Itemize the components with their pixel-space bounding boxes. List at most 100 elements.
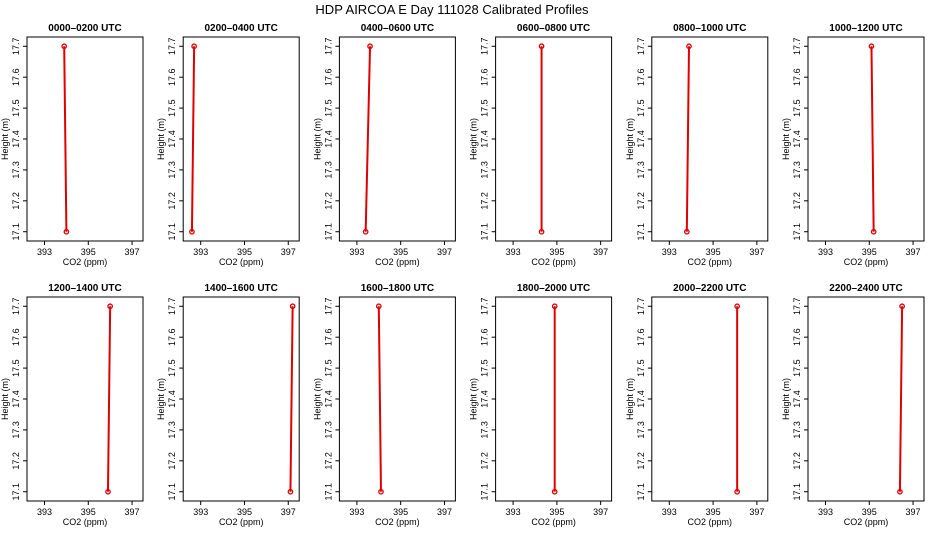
x-tick-label: 395 bbox=[393, 507, 408, 517]
x-axis-label: CO2 (ppm) bbox=[844, 257, 889, 267]
x-tick-label: 395 bbox=[706, 507, 721, 517]
y-tick-label: 17.6 bbox=[792, 328, 802, 346]
y-tick-label: 17.2 bbox=[167, 452, 177, 470]
y-tick-label: 17.5 bbox=[323, 359, 333, 377]
x-tick-label: 395 bbox=[237, 507, 252, 517]
plot-frame bbox=[338, 296, 456, 502]
y-axis-label: Height (m) bbox=[469, 378, 479, 420]
y-tick-label: 17.1 bbox=[792, 223, 802, 241]
y-tick-label: 17.7 bbox=[792, 298, 802, 316]
y-tick-label: 17.1 bbox=[323, 223, 333, 241]
profile-point bbox=[105, 488, 111, 495]
plot-frame bbox=[338, 36, 456, 242]
y-tick-label: 17.2 bbox=[636, 192, 646, 210]
plot-frame bbox=[807, 36, 925, 242]
x-tick-label: 397 bbox=[593, 507, 608, 517]
y-axis-label: Height (m) bbox=[156, 378, 166, 420]
x-tick-label: 393 bbox=[818, 507, 833, 517]
panel-title: 1600–1800 UTC bbox=[361, 283, 434, 294]
y-tick-label: 17.1 bbox=[636, 223, 646, 241]
profile-line bbox=[377, 306, 382, 492]
x-tick-label: 397 bbox=[906, 247, 921, 257]
profile-line bbox=[190, 46, 196, 232]
profile-point bbox=[61, 43, 68, 50]
y-tick-label: 17.7 bbox=[323, 38, 333, 56]
y-tick-label: 17.6 bbox=[167, 328, 177, 346]
x-tick-label: 393 bbox=[506, 247, 521, 257]
plot-frame bbox=[26, 36, 144, 242]
profile-point bbox=[686, 43, 692, 50]
panel-3: 0400–0600 UTC 393 395 397 CO2 (ppm) 17.1 17.2 1… bbox=[312, 23, 456, 267]
profile-point bbox=[734, 488, 741, 495]
y-tick-label: 17.5 bbox=[11, 99, 21, 117]
panel-12: 2200–2400 UTC 393 395 397 CO2 (ppm) 17.1 17.2 1… bbox=[781, 283, 925, 527]
panel-title: 0200–0400 UTC bbox=[205, 23, 278, 34]
x-tick-label: 393 bbox=[193, 247, 208, 257]
profile-point bbox=[538, 43, 545, 50]
y-tick-label: 17.4 bbox=[480, 390, 490, 408]
y-tick-label: 17.3 bbox=[323, 421, 333, 439]
y-tick-label: 17.7 bbox=[11, 38, 21, 56]
figure-title: HDP AIRCOA E Day 111028 Calibrated Profi… bbox=[315, 2, 589, 17]
y-tick-label: 17.5 bbox=[323, 99, 333, 117]
y-tick-label: 17.6 bbox=[323, 68, 333, 86]
y-tick-label: 17.1 bbox=[480, 223, 490, 241]
y-axis-label: Height (m) bbox=[156, 118, 166, 160]
y-tick-label: 17.3 bbox=[480, 161, 490, 179]
y-tick-label: 17.2 bbox=[11, 452, 21, 470]
y-tick-label: 17.2 bbox=[636, 452, 646, 470]
panel-8: 1400–1600 UTC 393 395 397 CO2 (ppm) 17.1 17.2 1… bbox=[156, 283, 300, 527]
y-tick-label: 17.3 bbox=[167, 421, 177, 439]
profile-point bbox=[683, 228, 690, 235]
profile-point bbox=[899, 303, 905, 310]
x-tick-label: 395 bbox=[706, 247, 721, 257]
y-tick-label: 17.6 bbox=[323, 328, 333, 346]
profile-point bbox=[287, 488, 294, 495]
y-tick-label: 17.1 bbox=[167, 223, 177, 241]
panel-6: 1000–1200 UTC 393 395 397 CO2 (ppm) 17.1 17.2 1… bbox=[781, 23, 925, 267]
y-tick-label: 17.6 bbox=[11, 328, 21, 346]
panel-9: 1600–1800 UTC 393 395 397 CO2 (ppm) 17.1 17.2 1… bbox=[312, 283, 456, 527]
y-tick-label: 17.1 bbox=[792, 483, 802, 501]
x-tick-label: 393 bbox=[662, 247, 677, 257]
profile-point bbox=[191, 43, 197, 50]
y-axis-label: Height (m) bbox=[312, 378, 322, 420]
y-tick-label: 17.4 bbox=[636, 130, 646, 148]
profile-line bbox=[685, 46, 691, 232]
x-tick-label: 395 bbox=[862, 247, 877, 257]
y-tick-label: 17.7 bbox=[323, 298, 333, 316]
y-tick-label: 17.1 bbox=[480, 483, 490, 501]
x-tick-label: 397 bbox=[281, 507, 296, 517]
y-tick-label: 17.1 bbox=[167, 483, 177, 501]
profile-line bbox=[289, 306, 294, 492]
y-tick-label: 17.7 bbox=[11, 298, 21, 316]
panel-11: 2000–2200 UTC 393 395 397 CO2 (ppm) 17.1 17.2 1… bbox=[625, 283, 769, 527]
x-axis-label: CO2 (ppm) bbox=[531, 517, 576, 527]
plot-frame bbox=[495, 296, 613, 502]
y-tick-label: 17.6 bbox=[792, 68, 802, 86]
y-tick-label: 17.6 bbox=[167, 68, 177, 86]
profile-line bbox=[364, 46, 372, 232]
profile-point bbox=[551, 488, 558, 495]
y-tick-label: 17.7 bbox=[636, 38, 646, 56]
profile-point bbox=[897, 488, 903, 495]
y-tick-label: 17.3 bbox=[11, 161, 21, 179]
x-tick-label: 397 bbox=[906, 507, 921, 517]
panel-title: 1800–2000 UTC bbox=[517, 283, 590, 294]
plot-frame bbox=[182, 296, 300, 502]
y-tick-label: 17.7 bbox=[167, 298, 177, 316]
y-tick-label: 17.7 bbox=[167, 38, 177, 56]
x-axis-label: CO2 (ppm) bbox=[375, 257, 420, 267]
x-axis-label: CO2 (ppm) bbox=[844, 517, 889, 527]
y-tick-label: 17.5 bbox=[11, 359, 21, 377]
y-tick-label: 17.3 bbox=[480, 421, 490, 439]
x-axis-label: CO2 (ppm) bbox=[219, 257, 264, 267]
y-tick-label: 17.4 bbox=[480, 130, 490, 148]
panel-title: 2200–2400 UTC bbox=[829, 283, 902, 294]
y-tick-label: 17.4 bbox=[11, 390, 21, 408]
panel-5: 0800–1000 UTC 393 395 397 CO2 (ppm) 17.1 17.2 1… bbox=[625, 23, 769, 267]
profile-point bbox=[63, 228, 70, 235]
y-tick-label: 17.1 bbox=[11, 483, 21, 501]
y-tick-label: 17.3 bbox=[792, 421, 802, 439]
